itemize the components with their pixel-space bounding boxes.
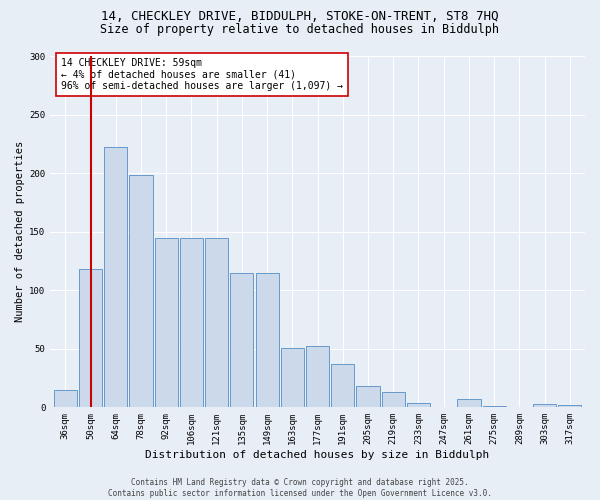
- Bar: [180, 238, 203, 408]
- Bar: [331, 364, 355, 408]
- Bar: [533, 404, 556, 407]
- Text: 14 CHECKLEY DRIVE: 59sqm
← 4% of detached houses are smaller (41)
96% of semi-de: 14 CHECKLEY DRIVE: 59sqm ← 4% of detache…: [61, 58, 343, 91]
- Bar: [306, 346, 329, 408]
- Bar: [281, 348, 304, 408]
- Bar: [457, 399, 481, 407]
- Bar: [558, 405, 581, 407]
- Text: 14, CHECKLEY DRIVE, BIDDULPH, STOKE-ON-TRENT, ST8 7HQ: 14, CHECKLEY DRIVE, BIDDULPH, STOKE-ON-T…: [101, 10, 499, 23]
- Bar: [155, 238, 178, 408]
- Bar: [130, 176, 152, 408]
- Bar: [482, 406, 506, 407]
- X-axis label: Distribution of detached houses by size in Biddulph: Distribution of detached houses by size …: [145, 450, 490, 460]
- Text: Contains HM Land Registry data © Crown copyright and database right 2025.
Contai: Contains HM Land Registry data © Crown c…: [108, 478, 492, 498]
- Bar: [256, 272, 279, 407]
- Text: Size of property relative to detached houses in Biddulph: Size of property relative to detached ho…: [101, 22, 499, 36]
- Y-axis label: Number of detached properties: Number of detached properties: [15, 141, 25, 322]
- Bar: [382, 392, 405, 407]
- Bar: [407, 402, 430, 407]
- Bar: [230, 272, 253, 407]
- Bar: [356, 386, 380, 407]
- Bar: [79, 269, 102, 407]
- Bar: [104, 148, 127, 408]
- Bar: [53, 390, 77, 407]
- Bar: [205, 238, 228, 408]
